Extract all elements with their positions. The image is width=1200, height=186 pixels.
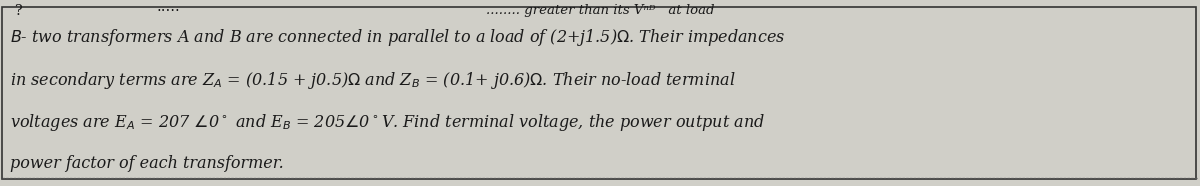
FancyBboxPatch shape (2, 7, 1196, 179)
Text: ·····: ····· (156, 4, 180, 19)
Text: in secondary terms are Z$_A$ = (0.15 + j0.5)$\Omega$ and Z$_B$ = (0.1+ j0.6)$\Om: in secondary terms are Z$_A$ = (0.15 + j… (10, 70, 736, 91)
Text: voltages are E$_A$ = 207 $\angle$0$^\circ$ and E$_B$ = 205$\angle$0$^\circ$V. Fi: voltages are E$_A$ = 207 $\angle$0$^\cir… (10, 112, 764, 133)
Text: ?: ? (14, 4, 22, 18)
Text: power factor of each transformer.: power factor of each transformer. (10, 155, 283, 172)
Text: $\mathit{B}$- two transformers A and B are connected in parallel to a load of (2: $\mathit{B}$- two transformers A and B a… (10, 27, 785, 48)
Text: ........ greater than its Vⁿᴰ   at load: ........ greater than its Vⁿᴰ at load (486, 4, 714, 17)
